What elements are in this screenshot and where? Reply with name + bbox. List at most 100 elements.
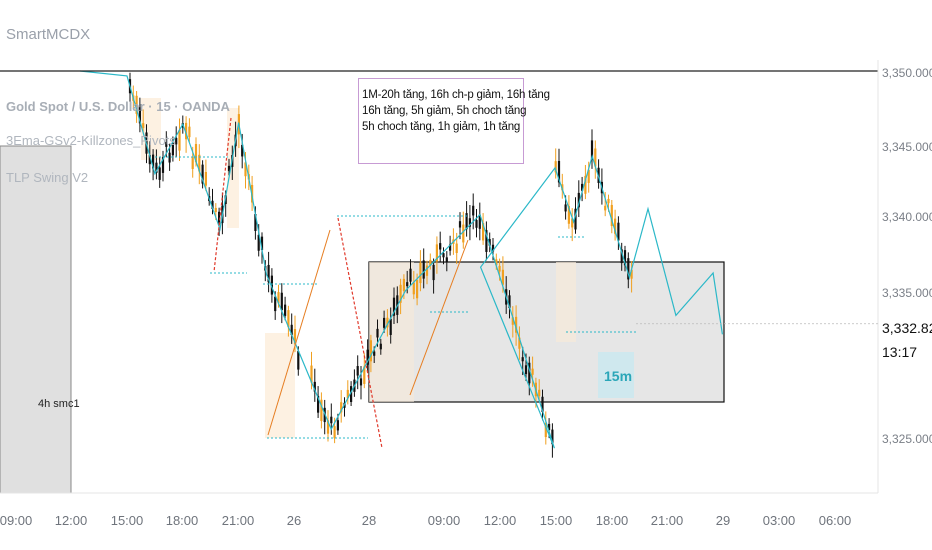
candle-body [188,126,191,138]
candle-body [152,154,155,169]
candle-body [333,426,336,439]
session-highlight [265,333,295,438]
candle-body [138,107,141,124]
candle-body [330,416,333,424]
candle-body [175,138,178,145]
analysis-note-line: 16h tăng, 5h giảm, 5h choch tăng [362,105,527,117]
range-box [368,261,725,403]
candle-body [604,205,607,211]
candle-body [320,399,323,422]
candle-body [201,164,204,184]
candle-body [161,157,165,173]
candle-body [198,154,201,172]
candle-body [346,389,349,399]
candle-body [218,211,221,225]
candle-body [135,95,138,114]
candle-body [191,156,194,169]
candle-body [379,343,382,350]
up-trend-line [267,229,331,436]
candle-body [432,264,435,281]
candle-body [574,208,577,230]
candle-body [260,236,264,251]
candle-body [399,284,402,303]
candle-body [617,222,620,241]
time-tick: 15:00 [110,513,144,528]
candle-body [528,362,531,384]
smc-zones [0,98,725,494]
swing-lines [79,70,723,449]
axes [0,60,879,494]
candle-body [445,257,448,262]
candle-body [567,206,570,224]
candle-body [468,218,471,227]
candles [128,72,633,458]
time-tick: 21:00 [650,513,684,528]
analysis-note[interactable]: 1M-20h tăng, 16h ch-p giảm, 16h tăng 16h… [358,78,550,164]
candle-body [310,365,313,383]
candle-body [623,250,627,266]
candle-body [369,340,372,362]
candle-body [435,244,438,262]
indicator-label-tlp-swing[interactable]: TLP Swing V2 [6,170,89,185]
candle-body [389,318,392,335]
candle-body [254,213,257,231]
watermark: SmartMCDX [6,26,91,43]
candle-body [148,155,151,165]
timeframe-badge: 15m [598,352,634,398]
candle-body [158,167,161,180]
candle-body [211,200,214,209]
session-highlight [556,262,576,342]
candle-body [290,324,293,336]
candle-body [488,239,491,246]
candle-body [244,162,247,177]
indicator-label-killzones[interactable]: 3Ema-GSv2-Killzones_Pivots [6,133,176,148]
candle-body [482,223,485,241]
candle-body [267,264,270,283]
candle-body [478,214,481,229]
time-tick: 28 [361,513,377,528]
candle-body [584,175,587,194]
candle-body [465,213,468,230]
candle-body [171,143,174,156]
candle-body [359,378,363,386]
candle-body [416,279,419,299]
candle-body [491,244,495,252]
symbol-title[interactable]: Gold Spot / U.S. Dollar · 15 · OANDA [6,99,230,114]
candle-body [277,292,280,304]
bar-countdown: 13:17 [882,344,918,360]
candle-body [356,366,359,376]
candle-body [313,381,316,392]
candle-body [485,230,488,252]
candle-body [554,161,557,173]
analysis-note-line: 1M-20h tăng, 16h ch-p giảm, 16h tăng [362,89,550,101]
candle-body [168,152,171,163]
candle-body [350,386,353,402]
candle-body [412,282,415,295]
candle-body [409,268,412,282]
candle-body [564,204,567,212]
candle-body [326,420,330,434]
candle-body [194,144,198,163]
candle-body [548,423,551,431]
candle-body [531,368,534,375]
time-tick: 12:00 [483,513,517,528]
candle-body [515,316,518,333]
price-tick: 3,340.000 [882,210,932,224]
down-trend-line [337,217,383,449]
candle-body [571,218,574,228]
candle-body [630,269,633,279]
time-tick: 26 [286,513,302,528]
down-trend-line [213,117,232,273]
candle-body [386,317,389,328]
time-tick: 15:00 [539,513,573,528]
candle-body [557,160,561,183]
candle-body [462,224,465,243]
candle-body [373,351,376,356]
candle-body [425,265,429,276]
candle-body [270,275,273,295]
candle-body [475,220,478,228]
candle-body [544,423,547,438]
time-tick: 21:00 [221,513,255,528]
analysis-note-line: 5h choch tăng, 1h giảm, 1h tăng [362,121,521,133]
